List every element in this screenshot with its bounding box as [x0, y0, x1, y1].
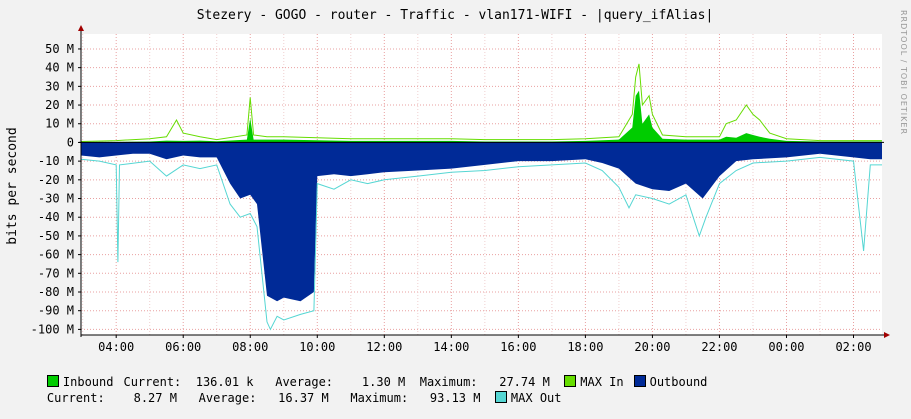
- x-tick-label: 14:00: [433, 340, 469, 354]
- inbound-swatch: [46, 375, 59, 387]
- y-tick-label: 0: [67, 135, 74, 149]
- inbound-maximum: 27.74 M: [499, 375, 550, 389]
- y-tick-label: -40 M: [38, 210, 74, 224]
- legend-row-2: Current: 8.27 M Average: 16.37 M Maximum…: [18, 377, 572, 419]
- outbound-maximum-label: Maximum:: [350, 391, 409, 405]
- traffic-chart: Stezery - GOGO - router - Traffic - vlan…: [5, 8, 890, 354]
- outbound-average-label: Average:: [198, 391, 257, 405]
- outbound-current: 8.27 M: [133, 391, 177, 405]
- x-tick-label: 16:00: [500, 340, 536, 354]
- outbound-average: 16.37 M: [278, 391, 329, 405]
- y-tick-label: -20 M: [38, 173, 74, 187]
- legend-inbound: Inbound: [46, 375, 114, 389]
- x-tick-label: 06:00: [165, 340, 201, 354]
- y-tick-label: 40 M: [45, 61, 74, 75]
- outbound-maximum: 93.13 M: [429, 391, 481, 405]
- y-tick-label: 20 M: [45, 98, 74, 112]
- plot-area: [81, 34, 882, 335]
- x-tick-label: 02:00: [835, 340, 871, 354]
- series-line-max-in: [80, 63, 882, 142]
- inbound-average: 1.30 M: [361, 375, 406, 389]
- y-tick-label: 10 M: [45, 117, 74, 131]
- series-area-outbound: [81, 142, 882, 302]
- inbound-current: 136.01 k: [195, 375, 254, 389]
- y-tick-label: 50 M: [45, 42, 74, 56]
- max-out-label: MAX Out: [510, 391, 562, 405]
- inbound-maximum-label: Maximum:: [419, 375, 478, 389]
- rrdtool-watermark: RRDTOOL / TOBI OETIKER: [899, 10, 908, 136]
- x-tick-label: 10:00: [299, 340, 335, 354]
- x-tick-label: 22:00: [701, 340, 737, 354]
- x-tick-label: 20:00: [634, 340, 670, 354]
- y-tick-label: -70 M: [38, 266, 74, 280]
- x-tick-label: 12:00: [366, 340, 402, 354]
- x-tick-label: 04:00: [98, 340, 134, 354]
- outbound-current-label: Current:: [46, 391, 105, 405]
- legend-row-1: Inbound Current: 136.01 k Average: 1.30 M…: [18, 361, 717, 403]
- inbound-average-label: Average:: [275, 375, 334, 389]
- y-axis-label: bits per second: [5, 127, 20, 244]
- x-tick-label: 00:00: [768, 340, 804, 354]
- outbound-swatch: [633, 375, 646, 387]
- legend-max-in: MAX In: [564, 375, 624, 389]
- outbound-label: Outbound: [649, 375, 708, 389]
- y-tick-label: -60 M: [38, 248, 74, 262]
- series-line-max-out: [80, 156, 882, 331]
- inbound-current-label: Current:: [123, 375, 182, 389]
- chart-title: Stezery - GOGO - router - Traffic - vlan…: [197, 8, 714, 23]
- y-tick-label: -30 M: [38, 192, 74, 206]
- y-tick-label: -80 M: [38, 285, 74, 299]
- x-axis-arrow: [884, 332, 890, 338]
- x-tick-label: 08:00: [232, 340, 268, 354]
- y-tick-label: 30 M: [45, 79, 74, 93]
- legend-outbound: Outbound: [633, 375, 708, 389]
- max-in-label: MAX In: [580, 375, 624, 389]
- y-tick-label: -100 M: [31, 322, 74, 336]
- y-axis-arrow: [78, 25, 84, 31]
- graph-image: Stezery - GOGO - router - Traffic - vlan…: [5, 8, 908, 405]
- x-tick-label: 18:00: [567, 340, 603, 354]
- max-in-swatch: [564, 375, 577, 387]
- legend-max-out: MAX Out: [494, 391, 562, 405]
- y-tick-label: -10 M: [38, 154, 74, 168]
- inbound-label: Inbound: [62, 375, 114, 389]
- y-tick-label: -90 M: [38, 304, 74, 318]
- y-tick-label: -50 M: [38, 229, 74, 243]
- max-out-swatch: [494, 391, 507, 403]
